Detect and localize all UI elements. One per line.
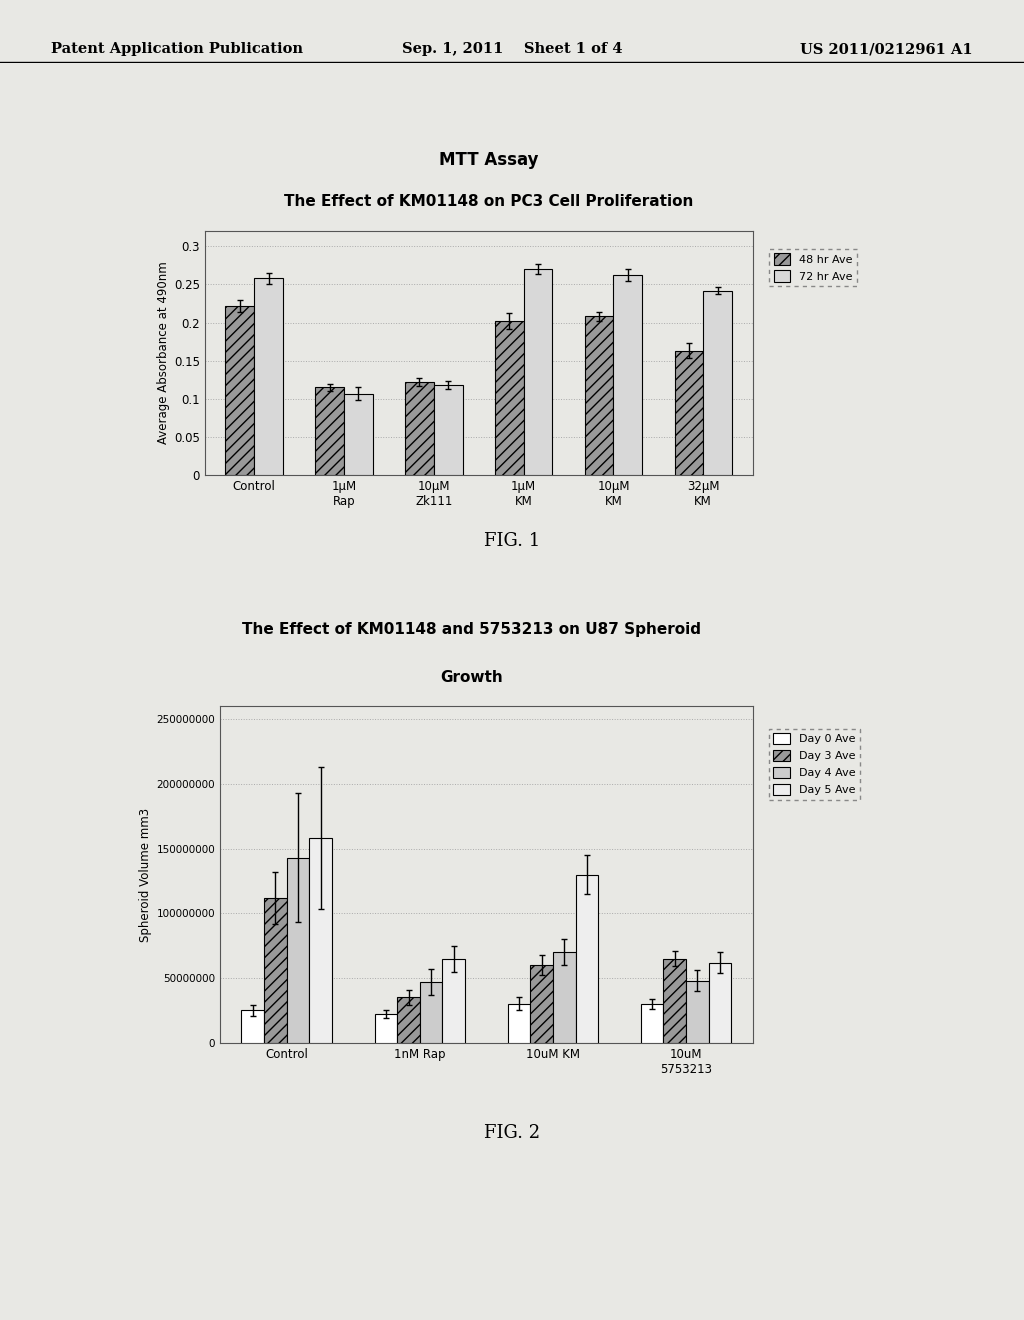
Y-axis label: Average Absorbance at 490nm: Average Absorbance at 490nm xyxy=(157,261,170,445)
Bar xyxy=(264,898,287,1043)
Text: US 2011/0212961 A1: US 2011/0212961 A1 xyxy=(800,42,973,57)
Bar xyxy=(442,958,465,1043)
Legend: Day 0 Ave, Day 3 Ave, Day 4 Ave, Day 5 Ave: Day 0 Ave, Day 3 Ave, Day 4 Ave, Day 5 A… xyxy=(769,729,860,800)
Text: FIG. 2: FIG. 2 xyxy=(484,1123,540,1142)
Bar xyxy=(495,321,523,475)
Bar xyxy=(530,965,553,1043)
Text: Sep. 1, 2011    Sheet 1 of 4: Sep. 1, 2011 Sheet 1 of 4 xyxy=(401,42,623,57)
Text: The Effect of KM01148 on PC3 Cell Proliferation: The Effect of KM01148 on PC3 Cell Prolif… xyxy=(284,194,693,210)
Bar xyxy=(675,351,703,475)
Bar xyxy=(375,1014,397,1043)
Bar xyxy=(315,388,344,475)
Bar xyxy=(397,998,420,1043)
Bar xyxy=(703,290,732,475)
Text: FIG. 1: FIG. 1 xyxy=(484,532,540,550)
Bar xyxy=(225,306,254,475)
Bar xyxy=(309,838,332,1043)
Bar xyxy=(420,982,442,1043)
Y-axis label: Spheroid Volume mm3: Spheroid Volume mm3 xyxy=(139,808,153,941)
Bar xyxy=(686,981,709,1043)
Bar xyxy=(613,276,642,475)
Bar xyxy=(523,269,552,475)
Text: MTT Assay: MTT Assay xyxy=(439,152,539,169)
Text: Patent Application Publication: Patent Application Publication xyxy=(51,42,303,57)
Bar xyxy=(434,385,463,475)
Bar xyxy=(709,962,731,1043)
Bar xyxy=(287,858,309,1043)
Bar xyxy=(254,279,283,475)
Legend: 48 hr Ave, 72 hr Ave: 48 hr Ave, 72 hr Ave xyxy=(769,248,857,286)
Text: Growth: Growth xyxy=(440,669,503,685)
Bar xyxy=(585,317,613,475)
Bar xyxy=(406,381,434,475)
Bar xyxy=(664,958,686,1043)
Bar xyxy=(344,393,373,475)
Bar xyxy=(575,874,598,1043)
Bar xyxy=(641,1005,664,1043)
Text: The Effect of KM01148 and 5753213 on U87 Spheroid: The Effect of KM01148 and 5753213 on U87… xyxy=(243,623,701,638)
Bar xyxy=(553,952,575,1043)
Bar xyxy=(508,1005,530,1043)
Bar xyxy=(242,1010,264,1043)
